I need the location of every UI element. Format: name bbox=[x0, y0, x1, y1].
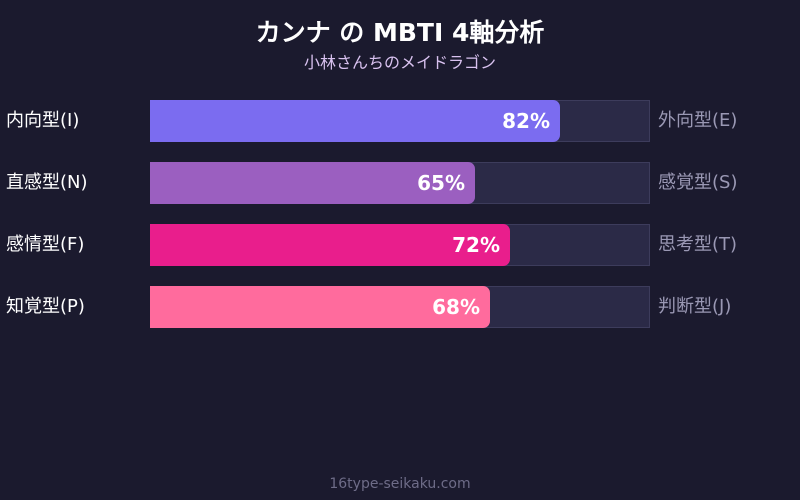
bar-left-label: 感情型(F) bbox=[6, 234, 85, 255]
bar-row: 内向型(I) 82% 外向型(E) bbox=[0, 100, 800, 142]
bar bbox=[150, 100, 560, 142]
bar-right-label: 判断型(J) bbox=[658, 296, 732, 317]
chart-subtitle: 小林さんちのメイドラゴン bbox=[303, 53, 496, 72]
bar bbox=[150, 162, 475, 204]
bar-left-label: 内向型(I) bbox=[6, 110, 80, 131]
bar-left-label: 知覚型(P) bbox=[6, 296, 85, 317]
bar-left-label: 直感型(N) bbox=[6, 172, 88, 193]
bar-row: 感情型(F) 72% 思考型(T) bbox=[0, 224, 800, 266]
bar-value-label: 68% bbox=[432, 295, 480, 319]
bar-right-label: 外向型(E) bbox=[658, 110, 738, 131]
bar-value-label: 65% bbox=[417, 171, 465, 195]
bar bbox=[150, 286, 490, 328]
bar-row: 知覚型(P) 68% 判断型(J) bbox=[0, 286, 800, 328]
bar-row: 直感型(N) 65% 感覚型(S) bbox=[0, 162, 800, 204]
bar bbox=[150, 224, 510, 266]
bar-value-label: 82% bbox=[502, 109, 550, 133]
bar-right-label: 感覚型(S) bbox=[658, 172, 738, 193]
bar-right-label: 思考型(T) bbox=[658, 234, 738, 255]
bar-value-label: 72% bbox=[452, 233, 500, 257]
site-footer: 16type-seikaku.com bbox=[329, 476, 471, 492]
chart-title: カンナ の MBTI 4軸分析 bbox=[255, 18, 545, 47]
